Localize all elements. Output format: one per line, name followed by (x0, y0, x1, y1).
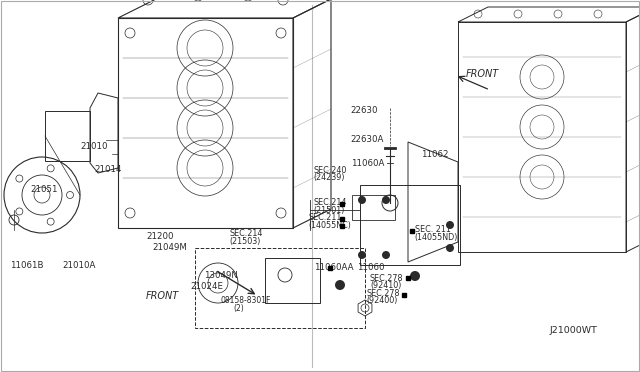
Text: 22630A: 22630A (351, 135, 384, 144)
Circle shape (358, 196, 366, 204)
Circle shape (446, 244, 454, 252)
Circle shape (16, 208, 23, 215)
Text: 21200: 21200 (146, 232, 173, 241)
Text: SEC.278: SEC.278 (370, 274, 403, 283)
Text: 21049M: 21049M (152, 243, 187, 252)
Text: 21024E: 21024E (191, 282, 224, 291)
Text: 11062: 11062 (421, 150, 449, 159)
Text: 11060AA: 11060AA (314, 263, 353, 272)
Text: 21010: 21010 (80, 142, 108, 151)
Text: FRONT: FRONT (466, 69, 499, 78)
Text: 11060A: 11060A (351, 159, 384, 168)
Text: 21014: 21014 (95, 165, 122, 174)
Circle shape (67, 192, 74, 199)
Text: SEC.214: SEC.214 (314, 198, 347, 207)
Text: (92410): (92410) (370, 281, 401, 290)
Circle shape (16, 175, 23, 182)
Circle shape (47, 218, 54, 225)
Circle shape (446, 221, 454, 229)
Text: SEC.211: SEC.211 (308, 213, 342, 222)
Text: (14055ND): (14055ND) (415, 233, 458, 242)
Text: (24239): (24239) (314, 173, 345, 182)
Text: J21000WT: J21000WT (549, 326, 597, 335)
Text: (14055NC): (14055NC) (308, 221, 351, 230)
Text: (2): (2) (234, 304, 244, 312)
Text: 13049N: 13049N (204, 271, 237, 280)
Text: 11060: 11060 (357, 263, 385, 272)
Circle shape (358, 251, 366, 259)
Text: 08158-8301F: 08158-8301F (221, 296, 271, 305)
Text: (21503): (21503) (229, 237, 260, 246)
Text: SEC. 211: SEC. 211 (415, 225, 451, 234)
Text: 21010A: 21010A (63, 262, 96, 270)
Circle shape (335, 280, 345, 290)
Text: 21051: 21051 (31, 185, 58, 194)
Circle shape (382, 251, 390, 259)
Circle shape (382, 196, 390, 204)
Circle shape (47, 165, 54, 172)
Text: (21501): (21501) (314, 206, 345, 215)
Text: 22630: 22630 (351, 106, 378, 115)
Text: SEC.278: SEC.278 (366, 289, 399, 298)
Circle shape (410, 271, 420, 281)
Text: SEC.240: SEC.240 (314, 166, 347, 175)
Text: SEC.214: SEC.214 (229, 229, 262, 238)
Text: FRONT: FRONT (146, 291, 179, 301)
Text: 11061B: 11061B (10, 262, 43, 270)
Text: (92400): (92400) (366, 296, 397, 305)
